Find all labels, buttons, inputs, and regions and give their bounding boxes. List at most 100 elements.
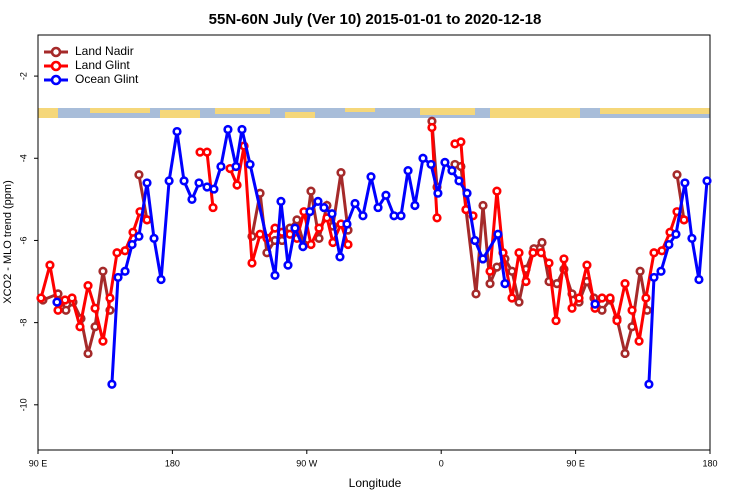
data-point <box>559 254 569 264</box>
x-tick-label: 90 W <box>296 458 318 468</box>
data-point <box>342 219 352 229</box>
data-point <box>410 200 420 211</box>
data-point <box>597 305 607 315</box>
data-point <box>605 293 615 303</box>
data-point <box>195 147 205 157</box>
data-point <box>687 233 697 243</box>
data-point <box>507 293 517 303</box>
legend-label: Land Nadir <box>75 44 134 58</box>
data-point <box>127 239 137 250</box>
legend-label: Land Glint <box>75 58 130 72</box>
data-point <box>142 215 152 225</box>
data-point <box>231 161 241 172</box>
data-point <box>373 202 383 213</box>
y-tick-label: -2 <box>18 72 28 80</box>
data-point <box>485 278 495 289</box>
data-point <box>255 229 265 239</box>
data-point <box>149 233 159 243</box>
data-point <box>350 198 360 209</box>
data-point <box>187 194 197 204</box>
data-point <box>314 233 324 243</box>
data-point <box>694 274 704 285</box>
data-point <box>649 248 659 258</box>
data-point <box>462 188 472 198</box>
data-point <box>478 254 488 264</box>
data-point <box>627 305 637 315</box>
data-point <box>336 168 346 178</box>
data-point <box>232 180 242 190</box>
x-tick-label: 0 <box>439 458 444 468</box>
data-point <box>471 289 481 299</box>
data-point <box>164 176 174 186</box>
data-point <box>418 153 428 163</box>
legend-marker <box>50 46 62 58</box>
data-point <box>702 176 712 186</box>
y-tick-label: -6 <box>18 236 28 244</box>
x-tick-label: 180 <box>702 458 717 468</box>
data-point <box>120 266 130 276</box>
data-point <box>194 178 204 188</box>
data-point <box>366 172 376 182</box>
data-point <box>456 137 466 147</box>
y-tick-label: -10 <box>18 398 28 411</box>
data-point <box>493 229 503 239</box>
legend-marker <box>50 74 62 86</box>
data-point <box>620 278 630 289</box>
chart-title: 55N-60N July (Ver 10) 2015-01-01 to 2020… <box>209 11 542 28</box>
data-point <box>664 239 674 250</box>
data-point <box>582 260 592 270</box>
x-tick-label: 90 E <box>566 458 585 468</box>
data-point <box>335 252 345 262</box>
data-point <box>209 184 219 194</box>
data-point <box>657 246 667 256</box>
data-point <box>45 260 55 270</box>
data-point <box>358 211 368 221</box>
data-point <box>223 124 233 135</box>
data-point <box>528 248 538 258</box>
data-point <box>447 165 457 176</box>
data-point <box>649 272 659 283</box>
data-point <box>61 305 71 315</box>
data-point <box>514 297 524 307</box>
data-point <box>485 266 495 276</box>
data-point <box>671 229 681 239</box>
data-point <box>644 379 654 389</box>
data-point <box>319 202 329 213</box>
data-point <box>403 165 413 176</box>
data-point <box>270 270 280 280</box>
data-point <box>107 379 117 389</box>
data-point <box>53 305 63 315</box>
data-point <box>128 227 138 237</box>
data-point <box>521 276 531 287</box>
data-point <box>537 237 547 248</box>
data-point <box>98 266 108 276</box>
data-point <box>156 274 166 285</box>
data-point <box>641 293 651 303</box>
data-point <box>620 348 630 359</box>
data-point <box>237 124 247 135</box>
data-point <box>433 188 443 198</box>
x-axis-label: Longitude <box>349 476 402 490</box>
data-point <box>134 170 144 180</box>
data-point <box>656 266 666 276</box>
data-point <box>298 242 308 252</box>
data-point <box>36 293 46 303</box>
data-point <box>381 190 391 200</box>
data-point <box>179 176 189 186</box>
data-point <box>90 322 100 332</box>
data-point <box>292 215 302 225</box>
data-point <box>634 336 644 346</box>
data-point <box>536 248 546 258</box>
data-point <box>305 207 315 217</box>
data-point <box>590 299 600 309</box>
data-point <box>172 126 182 137</box>
data-point <box>567 303 577 313</box>
data-point <box>551 315 561 326</box>
data-point <box>635 266 645 276</box>
y-tick-label: -4 <box>18 154 28 162</box>
data-point <box>597 293 607 303</box>
data-point <box>52 297 62 307</box>
data-point <box>290 223 300 233</box>
data-point <box>679 215 689 225</box>
